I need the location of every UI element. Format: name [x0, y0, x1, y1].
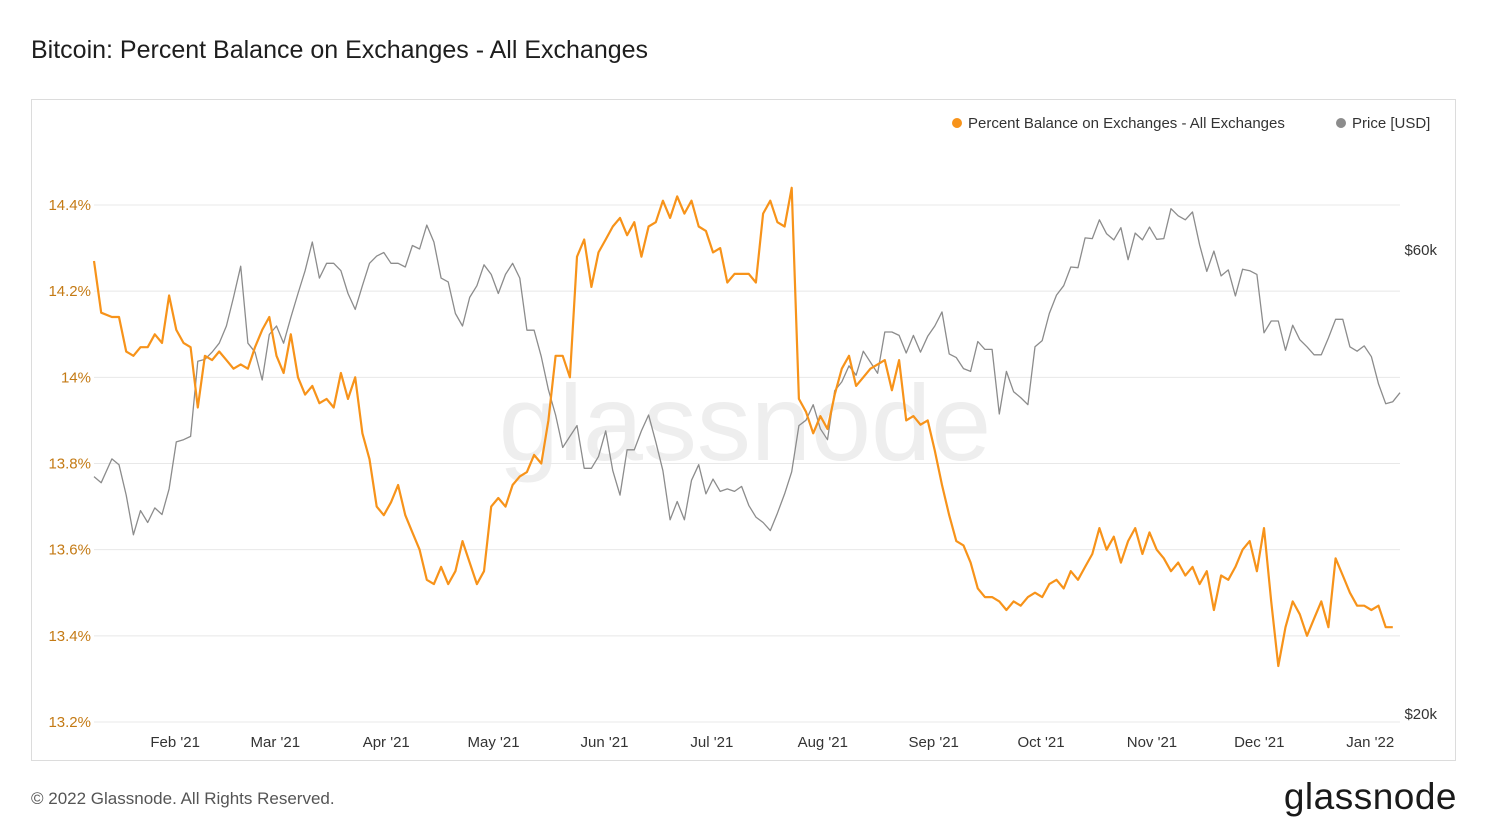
y-axis-right: $20k $60k — [1404, 242, 1437, 723]
legend: Percent Balance on Exchanges - All Excha… — [952, 115, 1430, 132]
x-tick-label: Apr '21 — [363, 734, 410, 751]
x-tick-label: Jul '21 — [690, 734, 733, 751]
y-tick-label-left: 13.4% — [48, 628, 91, 645]
x-tick-label: Nov '21 — [1127, 734, 1177, 751]
x-tick-label: Aug '21 — [798, 734, 848, 751]
legend-item-price[interactable]: Price [USD] — [1336, 115, 1430, 132]
x-tick-label: Dec '21 — [1234, 734, 1284, 751]
chart-frame — [31, 99, 1456, 761]
legend-marker-price — [1336, 118, 1346, 128]
watermark: glassnode — [499, 362, 991, 483]
legend-label-balance: Percent Balance on Exchanges - All Excha… — [968, 115, 1285, 132]
legend-marker-balance — [952, 118, 962, 128]
x-axis: Feb '21 Mar '21 Apr '21 May '21 Jun '21 Jul '… — [150, 734, 1394, 751]
page-title: Bitcoin: Percent Balance on Exchanges - … — [31, 36, 649, 64]
y-tick-label-right: $60k — [1404, 242, 1437, 259]
grid-lines — [94, 204, 1400, 723]
y-tick-label-left: 13.2% — [48, 714, 91, 731]
x-tick-label: Sep '21 — [908, 734, 958, 751]
y-tick-label-left: 13.6% — [48, 542, 91, 559]
x-tick-label: Oct '21 — [1018, 734, 1065, 751]
x-tick-label: May '21 — [468, 734, 520, 751]
series-line-balance — [92, 186, 1393, 668]
legend-label-price: Price [USD] — [1352, 115, 1430, 132]
x-tick-label: Mar '21 — [251, 734, 301, 751]
y-tick-label-left: 13.8% — [48, 456, 91, 473]
y-axis-left: 13.2% 13.4% 13.6% 13.8% 14% 14.2% 14.4% — [48, 197, 91, 731]
copyright-text: © 2022 Glassnode. All Rights Reserved. — [31, 789, 335, 808]
y-tick-label-left: 14.4% — [48, 197, 91, 214]
x-tick-label: Jan '22 — [1346, 734, 1394, 751]
y-tick-label-left: 14.2% — [48, 283, 91, 300]
y-tick-label-left: 14% — [61, 369, 91, 386]
series-layer — [92, 186, 1401, 668]
y-tick-label-right: $20k — [1404, 706, 1437, 723]
legend-item-balance[interactable]: Percent Balance on Exchanges - All Excha… — [952, 115, 1285, 132]
x-tick-label: Feb '21 — [150, 734, 200, 751]
series-line-price — [93, 208, 1401, 536]
x-tick-label: Jun '21 — [581, 734, 629, 751]
glassnode-logo: glassnode — [1283, 776, 1457, 817]
